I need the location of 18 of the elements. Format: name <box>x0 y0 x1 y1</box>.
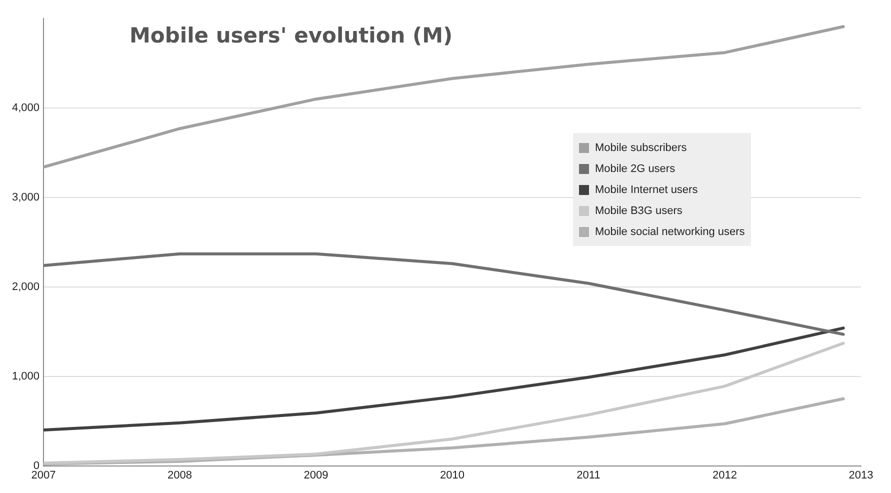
legend-label: Mobile B3G users <box>595 204 682 216</box>
y-tick-label: 3,000 <box>12 192 40 204</box>
x-tick-label: 2011 <box>576 469 600 482</box>
x-tick-label: 2010 <box>440 469 465 482</box>
legend-label: Mobile social networking users <box>595 226 745 238</box>
y-tick-label: 1,000 <box>12 370 40 382</box>
chart-title: Mobile users' evolution (M) <box>130 24 453 48</box>
x-tick-label: 2013 <box>848 469 874 482</box>
legend-label: Mobile 2G users <box>595 162 676 174</box>
legend-label: Mobile subscribers <box>595 142 687 154</box>
legend-label: Mobile Internet users <box>595 184 698 196</box>
x-tick-label: 2012 <box>712 469 737 482</box>
y-tick-label: 2,000 <box>12 280 40 293</box>
y-tick-label: 0 <box>33 460 40 472</box>
y-tick-label: 4,000 <box>12 102 40 114</box>
x-tick-label: 2009 <box>304 469 328 482</box>
x-tick-label: 2007 <box>31 469 56 482</box>
x-tick-label: 2008 <box>168 469 192 482</box>
